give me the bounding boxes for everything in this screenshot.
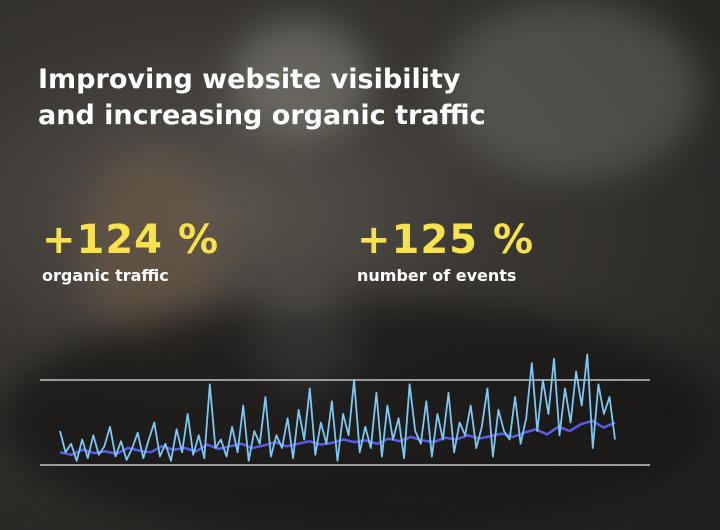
headline: Improving website visibility and increas… xyxy=(38,62,486,134)
line-series xyxy=(59,419,616,457)
line-series xyxy=(59,353,616,462)
bg-blur xyxy=(0,300,720,530)
stat-label: organic traffic xyxy=(42,266,169,285)
headline-line: Improving website visibility xyxy=(38,64,461,95)
stat-value: +125 % xyxy=(357,217,535,263)
stat-label: number of events xyxy=(357,266,517,285)
stat: +124 % organic traffic xyxy=(42,218,219,285)
bg-blur xyxy=(230,20,370,140)
headline-line: and increasing organic traffic xyxy=(38,100,486,131)
bg-blur xyxy=(440,0,700,180)
stat: +125 % number of events xyxy=(357,218,534,285)
stat-value: +124 % xyxy=(42,217,220,263)
